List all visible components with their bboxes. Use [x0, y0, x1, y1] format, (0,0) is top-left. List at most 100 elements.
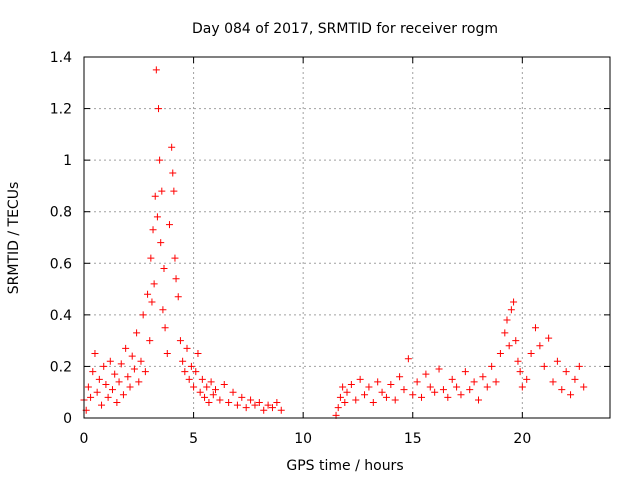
data-point: [453, 383, 461, 391]
data-point: [163, 350, 171, 358]
data-point: [212, 386, 219, 394]
data-points: [80, 66, 588, 419]
data-point: [220, 380, 228, 388]
data-point: [137, 357, 145, 365]
data-point: [119, 391, 127, 399]
data-point: [479, 373, 487, 381]
data-point: [483, 383, 491, 391]
data-point: [87, 393, 95, 401]
data-point: [435, 365, 443, 373]
data-point: [242, 404, 250, 412]
data-point: [161, 324, 169, 332]
y-axis-label: SRMTID / TECUs: [6, 182, 22, 295]
chart-title: Day 084 of 2017, SRMTID for receiver rog…: [192, 21, 498, 37]
data-point: [404, 355, 412, 363]
x-tick-label: 20: [513, 431, 531, 447]
data-point: [111, 370, 119, 378]
data-point: [171, 254, 179, 262]
data-point: [347, 380, 355, 388]
data-point: [518, 383, 526, 391]
data-point: [159, 306, 167, 314]
data-point: [475, 396, 482, 404]
data-point: [91, 350, 99, 358]
data-point: [183, 344, 191, 352]
data-point: [198, 375, 206, 383]
data-point: [185, 375, 193, 383]
data-point: [153, 213, 161, 221]
data-point: [496, 350, 504, 358]
data-point: [100, 362, 108, 370]
x-tick-label: 0: [80, 431, 89, 447]
data-point: [426, 383, 434, 391]
data-point: [540, 362, 548, 370]
data-point: [113, 399, 121, 407]
data-point: [157, 239, 165, 247]
y-tick-label: 1: [63, 153, 72, 169]
data-point: [531, 324, 539, 332]
data-point: [168, 143, 176, 151]
data-point: [466, 386, 474, 394]
data-point: [156, 156, 164, 164]
data-point: [439, 386, 447, 394]
data-point: [457, 391, 465, 399]
data-point: [396, 373, 404, 381]
y-tick-label: 0: [63, 411, 72, 427]
x-tick-label: 15: [404, 431, 422, 447]
data-point: [108, 386, 116, 394]
data-point: [545, 334, 553, 342]
data-point: [179, 357, 187, 365]
data-point: [147, 254, 155, 262]
axis-ticks: 0 5 10 15 20 0 0.2 0.4 0.6 0.8 1 1.2 1.4: [50, 50, 610, 447]
data-point: [418, 393, 426, 401]
data-point: [95, 375, 103, 383]
data-point: [128, 352, 136, 360]
data-point: [165, 221, 173, 229]
data-point: [201, 393, 209, 401]
data-point: [117, 360, 125, 368]
data-point: [102, 380, 110, 388]
data-point: [135, 378, 143, 386]
data-point: [84, 383, 92, 391]
data-point: [216, 396, 224, 404]
data-point: [431, 388, 439, 396]
data-point: [369, 399, 377, 407]
data-point: [229, 388, 237, 396]
data-point: [488, 362, 496, 370]
data-point: [148, 298, 156, 306]
data-point: [209, 391, 217, 399]
data-point: [461, 368, 469, 376]
y-tick-label: 0.4: [50, 308, 72, 324]
data-point: [562, 368, 570, 376]
data-point: [106, 357, 114, 365]
data-point: [448, 375, 456, 383]
data-point: [558, 386, 566, 394]
data-point: [356, 375, 364, 383]
data-point: [365, 383, 373, 391]
data-point: [141, 368, 149, 376]
data-point: [268, 404, 276, 412]
data-point: [501, 329, 509, 337]
data-point: [507, 306, 515, 314]
data-point: [155, 105, 163, 113]
data-point: [505, 342, 513, 350]
data-point: [470, 378, 478, 386]
data-point: [238, 393, 246, 401]
data-point: [343, 388, 351, 396]
data-point: [400, 386, 408, 394]
y-tick-label: 1.4: [50, 50, 72, 66]
data-point: [139, 311, 147, 319]
data-point: [172, 275, 180, 283]
y-tick-label: 0.8: [50, 205, 72, 221]
data-point: [115, 378, 123, 386]
data-point: [225, 399, 233, 407]
data-point: [146, 337, 154, 345]
data-point: [273, 399, 281, 407]
data-point: [527, 350, 535, 358]
data-point: [260, 406, 268, 414]
data-point: [176, 337, 184, 345]
x-tick-label: 5: [189, 431, 198, 447]
data-point: [413, 378, 421, 386]
data-point: [444, 393, 452, 401]
data-point: [233, 401, 241, 409]
